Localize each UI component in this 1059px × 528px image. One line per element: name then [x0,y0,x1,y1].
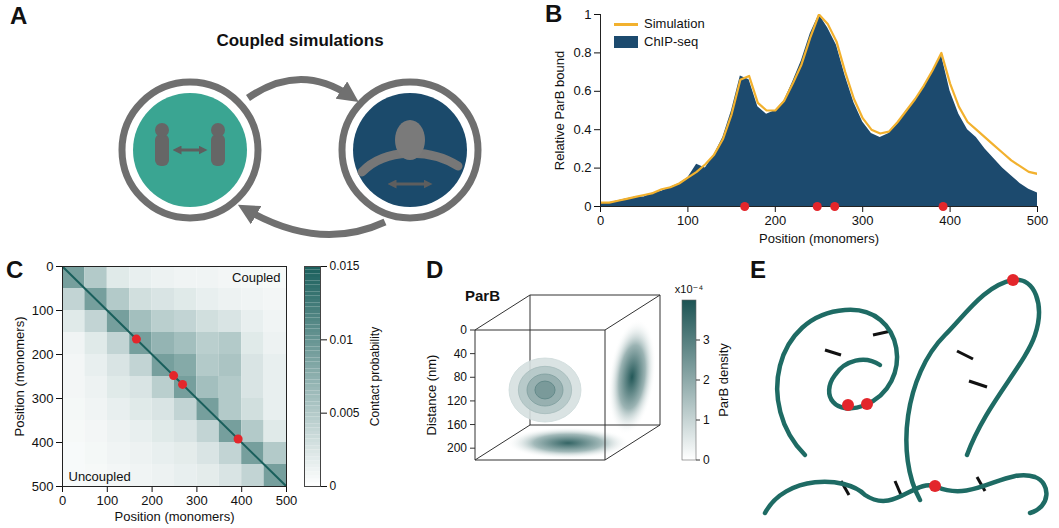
html-text:C: C [6,256,24,283]
svg-text:Coupled: Coupled [232,270,280,285]
svg-text:300: 300 [852,213,874,228]
svg-text:500: 500 [276,493,298,508]
svg-text:400: 400 [231,493,253,508]
svg-text:0: 0 [584,199,591,214]
svg-text:100: 100 [32,303,54,318]
svg-text:300: 300 [32,391,54,406]
svg-text:0: 0 [703,453,710,467]
svg-text:160: 160 [447,418,467,432]
svg-text:300: 300 [186,493,208,508]
svg-text:80: 80 [454,370,468,384]
svg-text:Contact probability: Contact probability [368,327,382,426]
svg-text:Distance (nm): Distance (nm) [424,355,439,436]
svg-text:Relative ParB bound: Relative ParB bound [552,51,567,170]
svg-text:ParB: ParB [465,287,500,304]
svg-text:0.4: 0.4 [573,122,591,137]
html-text:E: E [750,256,766,283]
svg-text:x10⁻⁴: x10⁻⁴ [675,283,704,295]
svg-text:120: 120 [447,394,467,408]
svg-text:Position (monomers): Position (monomers) [115,509,235,524]
html-text:D: D [426,256,444,283]
svg-text:200: 200 [764,213,786,228]
svg-text:200: 200 [447,441,467,455]
svg-text:100: 100 [677,213,699,228]
svg-text:0.005: 0.005 [330,406,360,420]
svg-text:0.2: 0.2 [573,160,591,175]
svg-text:0.6: 0.6 [573,83,591,98]
html-text:Simulation: Simulation [644,16,705,31]
svg-text:40: 40 [454,347,468,361]
svg-text:0: 0 [330,479,337,493]
svg-text:500: 500 [1027,213,1049,228]
svg-text:0: 0 [46,259,53,274]
svg-text:100: 100 [96,493,118,508]
svg-text:0: 0 [460,323,467,337]
svg-text:200: 200 [141,493,163,508]
html-text:B: B [545,0,563,27]
svg-text:ParB density: ParB density [716,343,731,417]
svg-text:400: 400 [939,213,961,228]
svg-text:400: 400 [32,435,54,450]
svg-text:1: 1 [584,7,591,22]
svg-text:0.8: 0.8 [573,45,591,60]
html-text:ChIP-seq: ChIP-seq [644,34,699,49]
svg-text:Position (monomers): Position (monomers) [12,317,27,437]
svg-text:500: 500 [32,479,54,494]
svg-text:0: 0 [597,213,604,228]
html-text:A: A [10,2,28,29]
svg-text:3: 3 [703,333,710,347]
svg-text:200: 200 [32,347,54,362]
svg-text:0.01: 0.01 [330,333,354,347]
svg-text:Coupled simulations: Coupled simulations [216,31,383,50]
svg-text:0: 0 [59,493,66,508]
svg-text:2: 2 [703,373,710,387]
svg-text:0.015: 0.015 [330,259,360,273]
svg-text:Uncoupled: Uncoupled [69,469,131,484]
svg-text:1: 1 [703,413,710,427]
svg-text:Position (monomers): Position (monomers) [759,231,879,246]
